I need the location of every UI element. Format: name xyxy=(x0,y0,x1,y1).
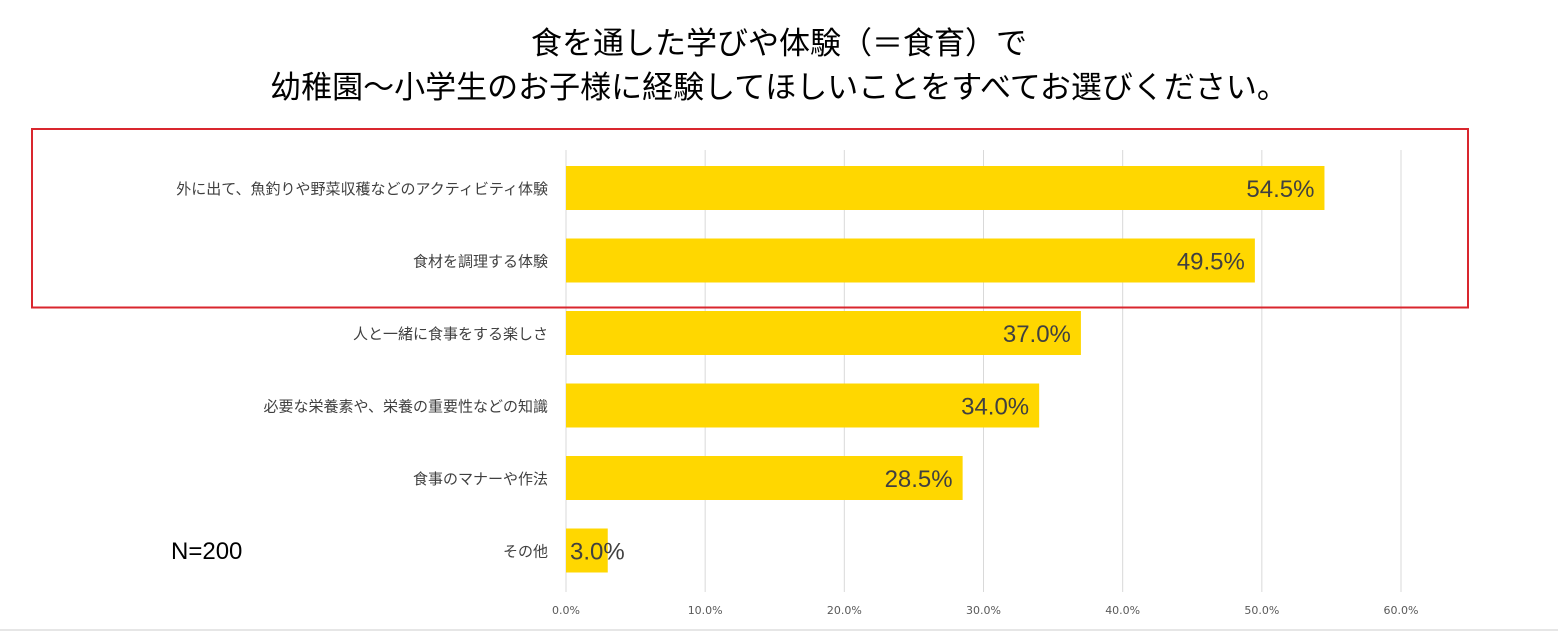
bottom-divider xyxy=(0,629,1558,631)
value-label-3: 34.0% xyxy=(961,394,1029,421)
value-label-0: 54.5% xyxy=(1246,176,1314,203)
category-label-1: 食材を調理する体験 xyxy=(413,253,548,271)
bar-3 xyxy=(566,383,1040,428)
bar-0 xyxy=(566,166,1325,210)
x-tick-label-6: 60.0% xyxy=(1384,604,1419,617)
bar-4 xyxy=(566,456,963,500)
category-label-2: 人と一緒に食事をする楽しさ xyxy=(353,325,548,343)
chart-title-line-2: 幼稚園～小学生のお子様に経験してほしいことをすべてお選びください。 xyxy=(270,70,1288,106)
bar-2 xyxy=(566,311,1081,355)
x-tick-label-1: 10.0% xyxy=(688,604,723,617)
x-tick-label-0: 0.0% xyxy=(552,604,580,617)
value-label-4: 28.5% xyxy=(885,466,953,493)
category-label-0: 外に出て、魚釣りや野菜収穫などのアクティビティ体験 xyxy=(176,180,548,198)
x-tick-label-2: 20.0% xyxy=(827,604,862,617)
category-label-4: 食事のマナーや作法 xyxy=(413,470,548,488)
value-label-2: 37.0% xyxy=(1003,321,1071,348)
value-label-1: 49.5% xyxy=(1177,249,1245,276)
sample-size-label: N=200 xyxy=(171,538,243,565)
x-tick-label-3: 30.0% xyxy=(966,604,1001,617)
value-label-5: 3.0% xyxy=(570,539,625,566)
highlight-box xyxy=(31,128,1469,309)
category-label-5: その他 xyxy=(503,543,548,561)
category-label-3: 必要な栄養素や、栄養の重要性などの知識 xyxy=(263,398,548,416)
x-tick-label-5: 50.0% xyxy=(1244,604,1279,617)
x-tick-label-4: 40.0% xyxy=(1105,604,1140,617)
chart-title-line-1: 食を通した学びや体験（＝食育）で xyxy=(531,26,1027,62)
bar-1 xyxy=(566,238,1255,283)
bar-5 xyxy=(566,528,608,573)
